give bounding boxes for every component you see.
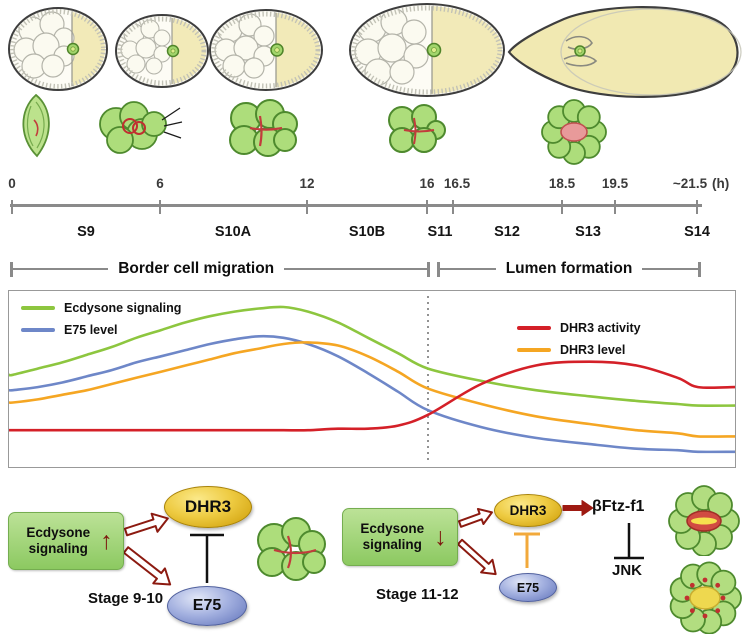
- legend-item-ecdysone: Ecdysone signaling: [21, 301, 181, 315]
- jnk-label: JNK: [612, 562, 643, 579]
- axis-tick: [426, 200, 428, 214]
- stage-label-s13: S13: [575, 224, 601, 240]
- phase-lumen-formation: Lumen formation: [437, 258, 701, 280]
- time-axis: [10, 204, 702, 207]
- tick-label-12: 12: [299, 176, 315, 191]
- axis-tick: [696, 200, 698, 214]
- legend-swatch-ecdysone: [21, 306, 55, 310]
- phase-label: Lumen formation: [505, 260, 633, 277]
- stage-label-s11: S11: [427, 224, 453, 240]
- bracket-cap: [427, 261, 430, 277]
- inhibition-ftzf1-to-jnk: [614, 523, 644, 560]
- legend-item-dhr3-activity: DHR3 activity: [517, 321, 641, 335]
- stage-label-s9: S9: [77, 224, 95, 240]
- actin-protrusions: [161, 107, 183, 139]
- stage-label-s10a: S10A: [214, 224, 252, 240]
- axis-tick: [306, 200, 308, 214]
- tick-label-0: 0: [8, 176, 16, 191]
- arrow-ecdysone-to-e75-left: [122, 546, 172, 586]
- cluster-lumen-open: [669, 561, 742, 634]
- egg-chamber-s10b: [209, 9, 323, 91]
- axis-tick: [561, 200, 563, 214]
- arrow-ecdysone-to-dhr3-right: [457, 507, 493, 528]
- tick-label-6: 6: [156, 176, 164, 191]
- legend-item-dhr3-level: DHR3 level: [517, 343, 641, 357]
- stage-9-10-label: Stage 9-10: [88, 590, 164, 607]
- bracket-line: [642, 267, 698, 271]
- tick-label-19-5: 19.5: [601, 176, 629, 191]
- cluster-s10b: [229, 99, 298, 157]
- legend-swatch-dhr3-activity: [517, 326, 551, 330]
- bracket-line: [440, 267, 496, 271]
- down-arrow-icon: ↓: [434, 522, 447, 551]
- ftz-f1-label: βFtz-f1: [592, 498, 645, 515]
- curve-dhr3-activity: [7, 360, 737, 432]
- cluster-s9-leaf: [22, 93, 50, 158]
- ecdysone-box-label: Ecdysone signaling: [360, 520, 425, 552]
- legend-label-e75: E75 level: [64, 323, 118, 337]
- cluster-lumen-forming: [668, 485, 740, 556]
- axis-tick: [614, 200, 616, 214]
- ecdysone-box-right: Ecdysone signaling ↓: [342, 508, 458, 566]
- e75-node-left: E75: [167, 586, 247, 626]
- tick-label-16-5: 16.5: [443, 176, 471, 191]
- up-arrow-icon: ↑: [100, 526, 113, 555]
- stage-label-s12: S12: [494, 224, 520, 240]
- phase-border-cell-migration: Border cell migration: [10, 258, 430, 280]
- legend-right: DHR3 activity DHR3 level: [517, 321, 641, 357]
- bracket-line: [284, 267, 427, 271]
- arrow-ecdysone-to-e75-right: [456, 538, 497, 576]
- stage-11-12-label: Stage 11-12: [376, 586, 459, 603]
- legend-item-e75: E75 level: [21, 323, 181, 337]
- dhr3-node-right: DHR3: [494, 494, 562, 527]
- cluster-stage-9-10: [257, 517, 326, 581]
- dorsal-appendage: [563, 54, 598, 67]
- curve-ecdysone-signaling: [7, 305, 737, 407]
- egg-chamber-s11: [349, 3, 505, 97]
- tick-label-21-5: ~21.5: [672, 176, 708, 191]
- tick-label-18-5: 18.5: [548, 176, 576, 191]
- axis-tick: [159, 200, 161, 214]
- legend-label-dhr3-activity: DHR3 activity: [560, 321, 641, 335]
- axis-tick: [452, 200, 454, 214]
- bracket-cap: [10, 261, 13, 277]
- time-unit-label: (h): [712, 176, 730, 191]
- inhibition-e75-to-dhr3-left: [190, 533, 224, 583]
- stage-label-s14: S14: [684, 224, 710, 240]
- egg-chamber-s9: [8, 7, 108, 91]
- e75-node-right: E75: [499, 573, 557, 602]
- arrow-ecdysone-to-dhr3-left: [123, 512, 169, 537]
- axis-tick: [11, 200, 13, 214]
- tick-label-16: 16: [419, 176, 435, 191]
- bracket-cap: [698, 261, 701, 277]
- cluster-s10a-migrating: [99, 101, 183, 154]
- bracket-line: [13, 267, 109, 271]
- phase-label: Border cell migration: [118, 260, 275, 277]
- egg-chamber-s10a: [115, 14, 209, 88]
- stage-label-s10b: S10B: [348, 224, 386, 240]
- cluster-s11: [388, 104, 446, 153]
- legend-swatch-dhr3-level: [517, 348, 551, 352]
- cluster-s13-lumen: [541, 99, 607, 165]
- chart-curves: [7, 296, 737, 463]
- dhr3-node-left: DHR3: [164, 486, 252, 528]
- curve-dhr3-level: [7, 341, 737, 438]
- pathway-relations: [122, 500, 644, 586]
- ecdysone-box-left: Ecdysone signaling ↑: [8, 512, 124, 570]
- legend-swatch-e75: [21, 328, 55, 332]
- curve-e75-level: [7, 334, 737, 454]
- legend-left: Ecdysone signaling E75 level: [21, 301, 181, 337]
- bracket-cap: [437, 261, 440, 277]
- arrow-dhr3-to-ftzf1: [562, 500, 594, 516]
- inhibition-e75-to-dhr3-right: [514, 532, 540, 568]
- expression-timecourse-chart: Ecdysone signaling E75 level DHR3 activi…: [7, 290, 737, 468]
- legend-label-dhr3-level: DHR3 level: [560, 343, 626, 357]
- legend-label-ecdysone: Ecdysone signaling: [64, 301, 182, 315]
- egg-chamber-s12-s14: [507, 6, 742, 98]
- ecdysone-box-label: Ecdysone signaling: [26, 524, 91, 556]
